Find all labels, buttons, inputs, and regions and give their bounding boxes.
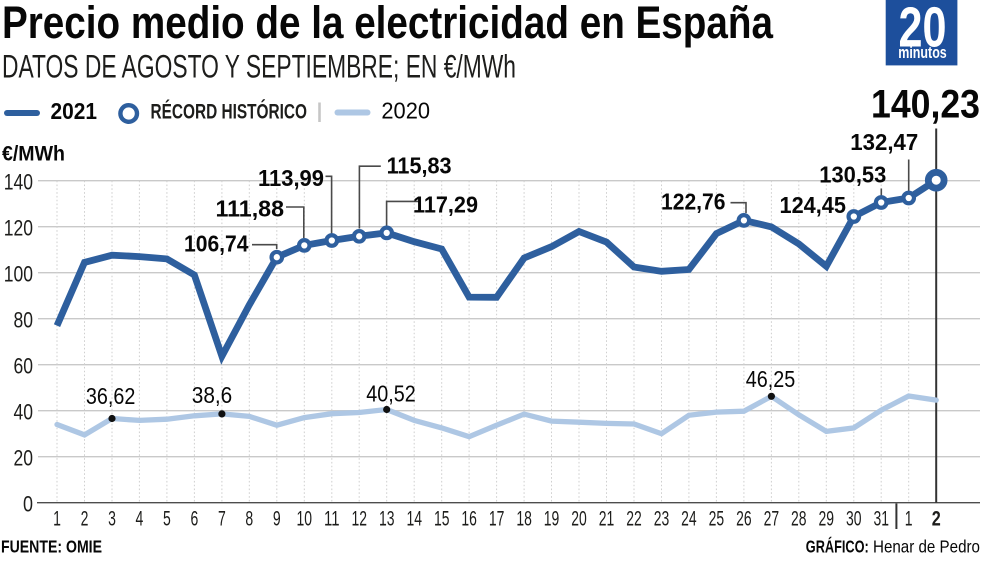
svg-text:11: 11: [324, 508, 340, 531]
svg-text:4: 4: [136, 508, 144, 531]
svg-text:24: 24: [681, 508, 697, 531]
svg-text:80: 80: [14, 308, 34, 333]
svg-text:FUENTE: OMIE: FUENTE: OMIE: [1, 537, 102, 557]
svg-text:18: 18: [516, 508, 532, 531]
svg-text:2: 2: [932, 508, 941, 531]
svg-text:106,74: 106,74: [184, 231, 249, 257]
svg-text:19: 19: [544, 508, 560, 531]
svg-text:46,25: 46,25: [746, 366, 796, 392]
svg-text:3: 3: [108, 508, 116, 531]
svg-text:132,47: 132,47: [850, 129, 918, 155]
svg-text:13: 13: [379, 508, 395, 531]
svg-text:140: 140: [4, 170, 33, 195]
svg-text:17: 17: [489, 508, 505, 531]
svg-text:2021: 2021: [51, 98, 98, 124]
svg-text:20: 20: [14, 446, 34, 471]
svg-text:122,76: 122,76: [661, 188, 726, 214]
svg-text:130,53: 130,53: [819, 162, 886, 188]
svg-text:1: 1: [53, 508, 61, 531]
svg-text:40,52: 40,52: [366, 381, 416, 407]
svg-text:5: 5: [163, 508, 171, 531]
svg-text:100: 100: [4, 262, 33, 287]
svg-text:6: 6: [191, 508, 199, 531]
svg-text:27: 27: [764, 508, 780, 531]
svg-text:Henar de Pedro: Henar de Pedro: [873, 537, 980, 557]
svg-text:1: 1: [905, 508, 913, 531]
svg-text:15: 15: [434, 508, 450, 531]
svg-text:23: 23: [654, 508, 670, 531]
svg-text:113,99: 113,99: [258, 165, 324, 191]
svg-text:9: 9: [273, 508, 281, 531]
svg-text:10: 10: [297, 508, 313, 531]
svg-text:2020: 2020: [381, 98, 430, 124]
svg-text:8: 8: [245, 508, 253, 531]
svg-text:GRÁFICO:: GRÁFICO:: [806, 536, 869, 557]
svg-text:31: 31: [873, 508, 889, 531]
svg-text:14: 14: [406, 508, 422, 531]
svg-text:28: 28: [791, 508, 807, 531]
svg-text:20: 20: [899, 0, 947, 60]
svg-text:115,83: 115,83: [387, 153, 452, 179]
svg-text:111,88: 111,88: [216, 196, 285, 222]
svg-text:0: 0: [23, 492, 33, 517]
svg-text:29: 29: [819, 508, 835, 531]
svg-text:30: 30: [846, 508, 862, 531]
svg-text:7: 7: [218, 508, 226, 531]
svg-text:€/MWh: €/MWh: [2, 143, 65, 166]
svg-text:26: 26: [736, 508, 752, 531]
svg-text:36,62: 36,62: [86, 383, 136, 409]
svg-text:16: 16: [461, 508, 477, 531]
svg-text:117,29: 117,29: [413, 192, 478, 218]
svg-text:RÉCORD HISTÓRICO: RÉCORD HISTÓRICO: [151, 99, 308, 124]
svg-text:22: 22: [626, 508, 642, 531]
svg-text:38,6: 38,6: [192, 382, 233, 408]
svg-text:25: 25: [709, 508, 725, 531]
svg-text:DATOS DE AGOSTO Y SEPTIEMBRE;: DATOS DE AGOSTO Y SEPTIEMBRE; EN €/MWh: [2, 49, 516, 85]
svg-text:140,23: 140,23: [871, 83, 980, 127]
svg-text:2: 2: [81, 508, 89, 531]
svg-text:Precio medio de la electricida: Precio medio de la electricidad en Españ…: [2, 0, 774, 48]
svg-text:21: 21: [599, 508, 615, 531]
svg-text:20: 20: [571, 508, 587, 531]
svg-text:12: 12: [351, 508, 367, 531]
svg-text:120: 120: [4, 216, 33, 241]
svg-text:40: 40: [14, 400, 34, 425]
svg-text:60: 60: [14, 354, 34, 379]
svg-text:124,45: 124,45: [780, 192, 847, 218]
svg-text:minutos: minutos: [898, 43, 947, 62]
